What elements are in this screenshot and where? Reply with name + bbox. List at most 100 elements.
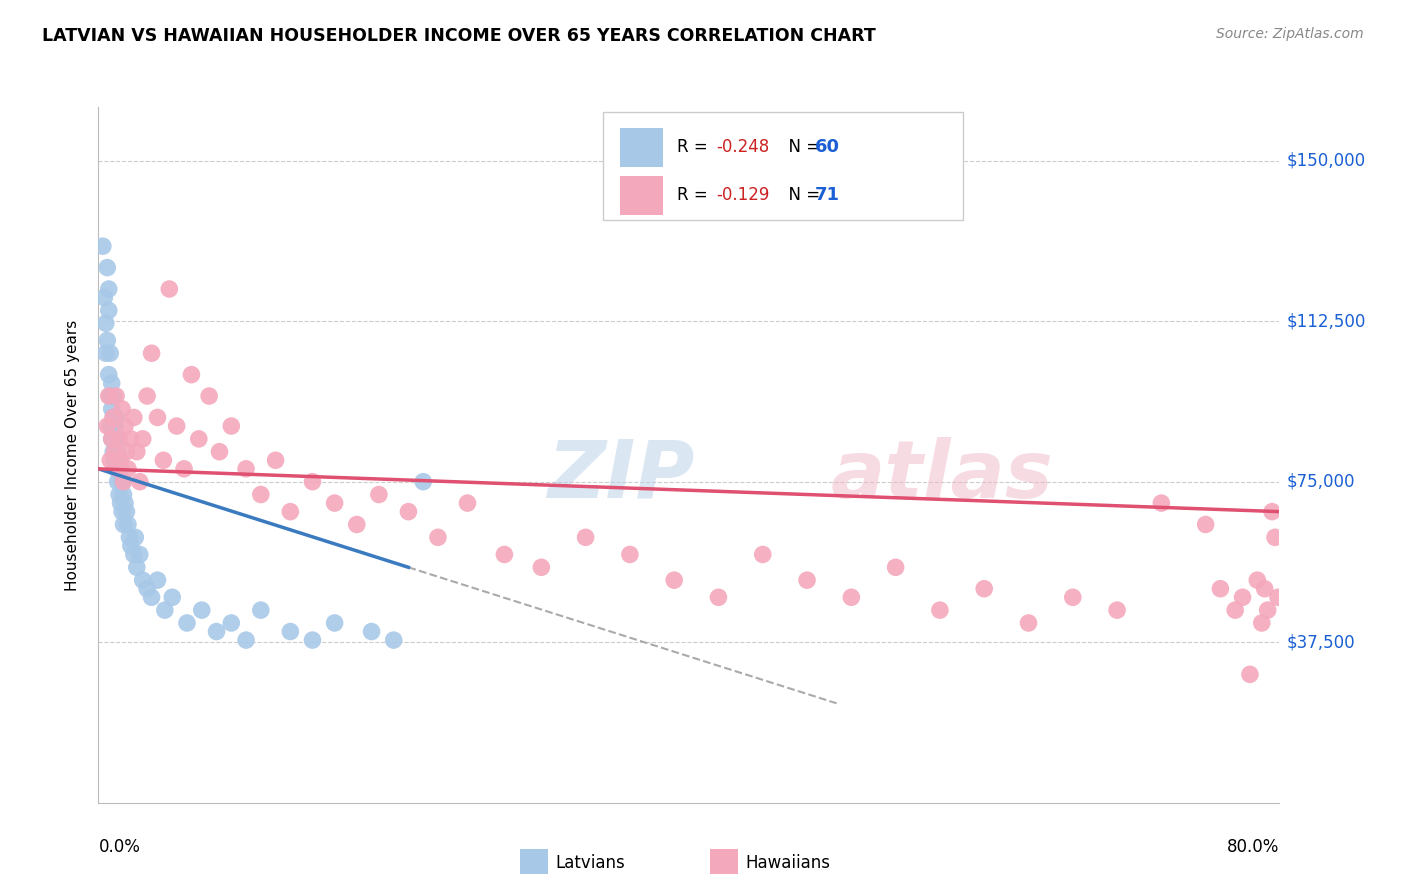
Point bbox=[111, 475, 134, 489]
Point bbox=[103, 410, 125, 425]
Point bbox=[98, 419, 121, 434]
Point bbox=[205, 624, 228, 639]
Text: Source: ZipAtlas.com: Source: ZipAtlas.com bbox=[1216, 27, 1364, 41]
Point bbox=[146, 410, 169, 425]
Point bbox=[751, 548, 773, 562]
Point bbox=[146, 573, 169, 587]
Point bbox=[250, 603, 273, 617]
Point bbox=[96, 260, 118, 275]
Point bbox=[98, 453, 121, 467]
Point bbox=[103, 410, 125, 425]
Point bbox=[111, 401, 134, 416]
Point bbox=[122, 548, 145, 562]
Text: 60: 60 bbox=[815, 138, 839, 156]
Point bbox=[115, 444, 138, 458]
Point bbox=[1209, 582, 1232, 596]
Point bbox=[110, 462, 132, 476]
Point bbox=[187, 432, 209, 446]
Text: R =: R = bbox=[678, 186, 713, 204]
Point bbox=[219, 615, 242, 630]
Point bbox=[114, 419, 136, 434]
Point bbox=[796, 573, 818, 587]
Text: $112,500: $112,500 bbox=[1286, 312, 1365, 330]
Point bbox=[530, 560, 553, 574]
Point bbox=[250, 487, 273, 501]
Point bbox=[96, 419, 118, 434]
Point bbox=[153, 603, 176, 617]
Point bbox=[110, 453, 132, 467]
Point bbox=[97, 389, 120, 403]
Point bbox=[382, 633, 405, 648]
Point bbox=[96, 334, 118, 348]
Text: 71: 71 bbox=[815, 186, 839, 204]
Point bbox=[619, 548, 641, 562]
Text: R =: R = bbox=[678, 138, 713, 156]
Point bbox=[117, 517, 139, 532]
Point bbox=[839, 591, 862, 605]
Point bbox=[346, 517, 368, 532]
Point bbox=[110, 496, 132, 510]
Point bbox=[94, 346, 117, 360]
Point bbox=[91, 239, 114, 253]
Point bbox=[108, 453, 131, 467]
Point bbox=[120, 432, 142, 446]
Point bbox=[574, 530, 596, 544]
Point bbox=[1264, 530, 1286, 544]
Point bbox=[117, 462, 139, 476]
Point bbox=[100, 376, 122, 391]
Point bbox=[103, 389, 125, 403]
Point bbox=[105, 432, 128, 446]
Point bbox=[141, 346, 163, 360]
Point bbox=[108, 432, 131, 446]
Point bbox=[1267, 591, 1289, 605]
Point bbox=[208, 444, 231, 458]
Point bbox=[120, 539, 142, 553]
Point bbox=[103, 444, 125, 458]
Point bbox=[173, 462, 195, 476]
Point bbox=[494, 548, 516, 562]
Point bbox=[928, 603, 950, 617]
Point bbox=[1250, 615, 1272, 630]
Point bbox=[98, 389, 121, 403]
Point bbox=[112, 487, 135, 501]
Point bbox=[427, 530, 450, 544]
Point bbox=[141, 591, 163, 605]
Point bbox=[180, 368, 202, 382]
Point bbox=[132, 432, 155, 446]
Point bbox=[368, 487, 391, 501]
Text: ZIP: ZIP bbox=[547, 437, 695, 515]
Text: atlas: atlas bbox=[831, 437, 1053, 515]
Point bbox=[107, 475, 129, 489]
Point bbox=[114, 496, 136, 510]
Point bbox=[105, 389, 128, 403]
Point bbox=[198, 389, 221, 403]
Point bbox=[100, 432, 122, 446]
Text: $150,000: $150,000 bbox=[1286, 152, 1365, 169]
Point bbox=[1150, 496, 1173, 510]
Point bbox=[128, 475, 150, 489]
Point bbox=[152, 453, 174, 467]
Point bbox=[112, 517, 135, 532]
Point bbox=[125, 444, 148, 458]
Point bbox=[104, 444, 127, 458]
Point bbox=[1257, 603, 1279, 617]
Point bbox=[456, 496, 478, 510]
Text: Hawaiians: Hawaiians bbox=[745, 855, 830, 872]
Point bbox=[664, 573, 686, 587]
Point bbox=[97, 303, 120, 318]
Point bbox=[1254, 582, 1277, 596]
Point bbox=[1261, 505, 1284, 519]
Point bbox=[136, 582, 159, 596]
Point bbox=[122, 410, 145, 425]
Point bbox=[1062, 591, 1084, 605]
Point bbox=[1195, 517, 1218, 532]
Point bbox=[94, 316, 117, 330]
Point bbox=[219, 419, 242, 434]
Point bbox=[1223, 603, 1246, 617]
Point bbox=[93, 291, 115, 305]
Point bbox=[360, 624, 382, 639]
Text: -0.129: -0.129 bbox=[717, 186, 770, 204]
Point bbox=[104, 419, 127, 434]
Point bbox=[105, 410, 128, 425]
Text: N =: N = bbox=[779, 186, 825, 204]
